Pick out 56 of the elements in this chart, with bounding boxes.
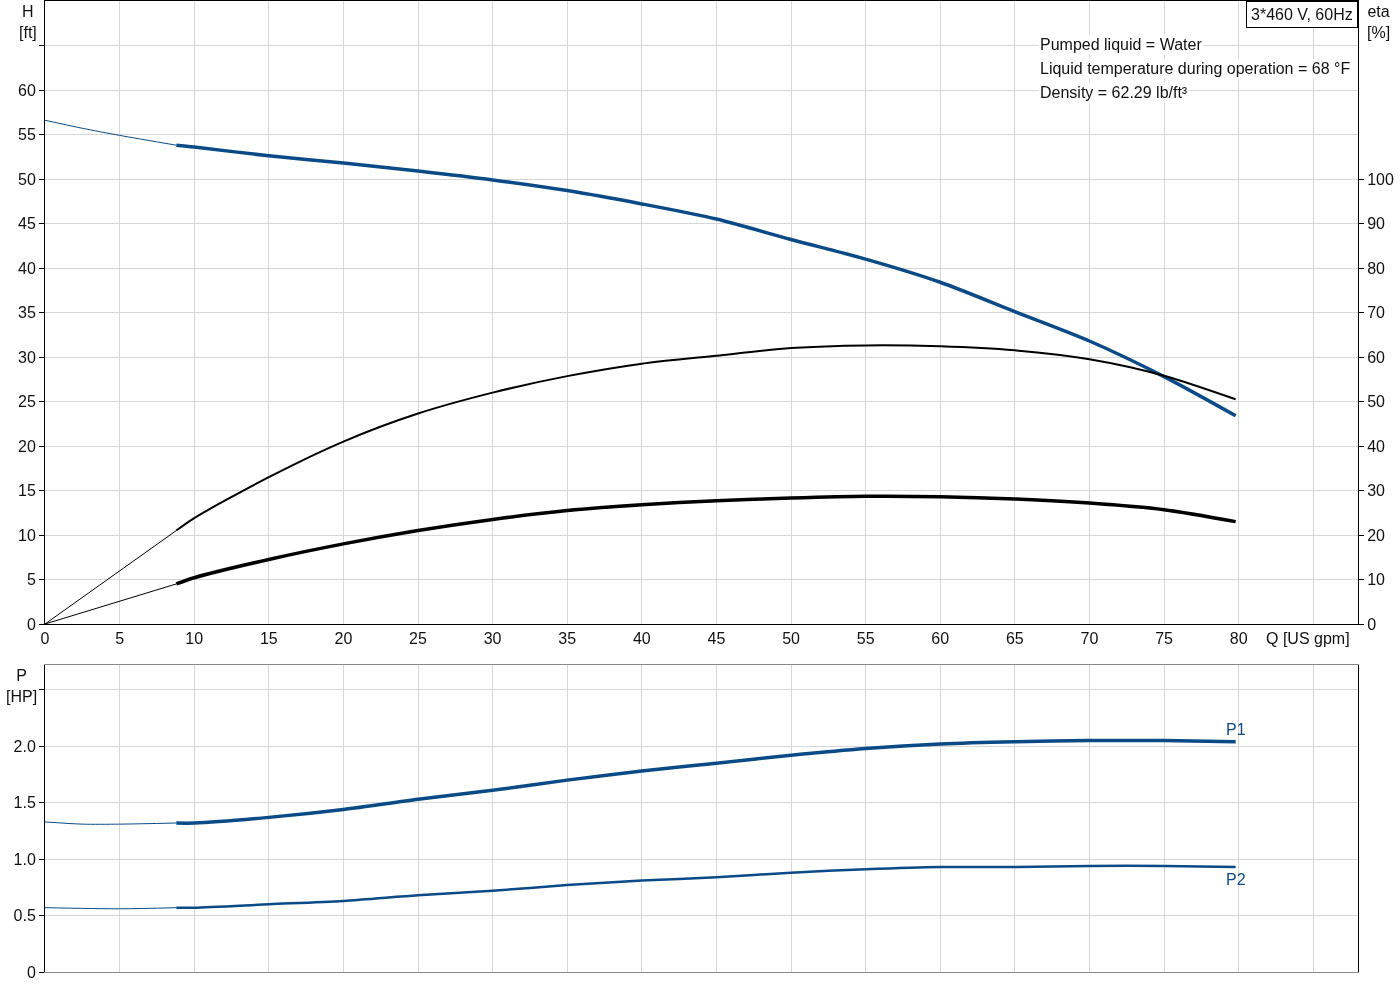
y2-tick-label: 100	[1367, 170, 1394, 188]
y2-tick-label: 10	[1367, 571, 1386, 589]
y2-tick-label: 30	[1367, 482, 1386, 500]
y-tick-label: 60	[18, 81, 36, 99]
x-tick-label: 15	[259, 630, 278, 648]
x-tick-label: 0	[40, 630, 50, 648]
x-tick-label: 25	[409, 630, 428, 648]
y-tick-label: 50	[18, 170, 36, 188]
x-tick-label: 45	[707, 630, 726, 648]
annotation: Pumped liquid = Water	[1040, 36, 1203, 53]
annotation: Density = 62.29 lb/ft³	[1040, 84, 1188, 101]
y2-tick-label: 40	[1367, 437, 1386, 455]
series-label: P2	[1226, 871, 1246, 888]
y-tick-label: 45	[18, 215, 36, 233]
x-tick-label: 70	[1080, 630, 1099, 648]
annotation: Liquid temperature during operation = 68 °F	[1040, 60, 1351, 77]
y-tick-label: 0	[26, 615, 36, 633]
x-tick-label: 60	[931, 630, 950, 648]
x-tick-label: 20	[334, 630, 353, 648]
y-tick-label: 5	[26, 571, 36, 589]
y-tick-label: 0	[26, 963, 36, 981]
y2-tick-label: 90	[1367, 215, 1386, 233]
y-tick-label: 0.5	[13, 907, 36, 925]
y-axis-title: H [ft]	[19, 3, 37, 41]
x-tick-label: 65	[1005, 630, 1024, 648]
y2-axis-title: eta [%]	[1367, 3, 1391, 41]
x-tick-label: 5	[115, 630, 125, 648]
y-tick-label: 30	[18, 348, 36, 366]
y2-tick-label: 0	[1367, 615, 1377, 633]
x-tick-label: 75	[1155, 630, 1174, 648]
chart-title: 3*460 V, 60Hz	[1251, 6, 1353, 23]
y2-tick-label: 20	[1367, 526, 1386, 544]
y-tick-label: 35	[18, 304, 36, 322]
y-tick-label: 25	[18, 393, 36, 411]
x-tick-label: 55	[856, 630, 875, 648]
y2-tick-label: 50	[1367, 393, 1386, 411]
series-label: P1	[1226, 721, 1246, 738]
y-tick-label: 20	[18, 437, 36, 455]
y-tick-label: 55	[18, 126, 36, 144]
x-tick-label: 50	[782, 630, 801, 648]
x-tick-label: 30	[483, 630, 502, 648]
y-tick-label: 10	[18, 526, 36, 544]
y2-tick-label: 70	[1367, 304, 1386, 322]
y2-tick-label: 60	[1367, 348, 1386, 366]
y2-tick-label: 80	[1367, 259, 1386, 277]
y-tick-label: 1.5	[13, 794, 36, 812]
x-tick-label: 35	[558, 630, 577, 648]
y-tick-label: 1.0	[13, 850, 36, 868]
y-tick-label: 2.0	[13, 737, 36, 755]
x-axis-title: Q [US gpm]	[1266, 630, 1350, 647]
x-tick-label: 10	[185, 630, 204, 648]
y-tick-label: 40	[18, 259, 36, 277]
x-tick-label: 80	[1229, 630, 1248, 648]
x-tick-label: 40	[632, 630, 651, 648]
y-tick-label: 15	[18, 482, 36, 500]
y-axis-title: P [HP]	[6, 667, 38, 705]
